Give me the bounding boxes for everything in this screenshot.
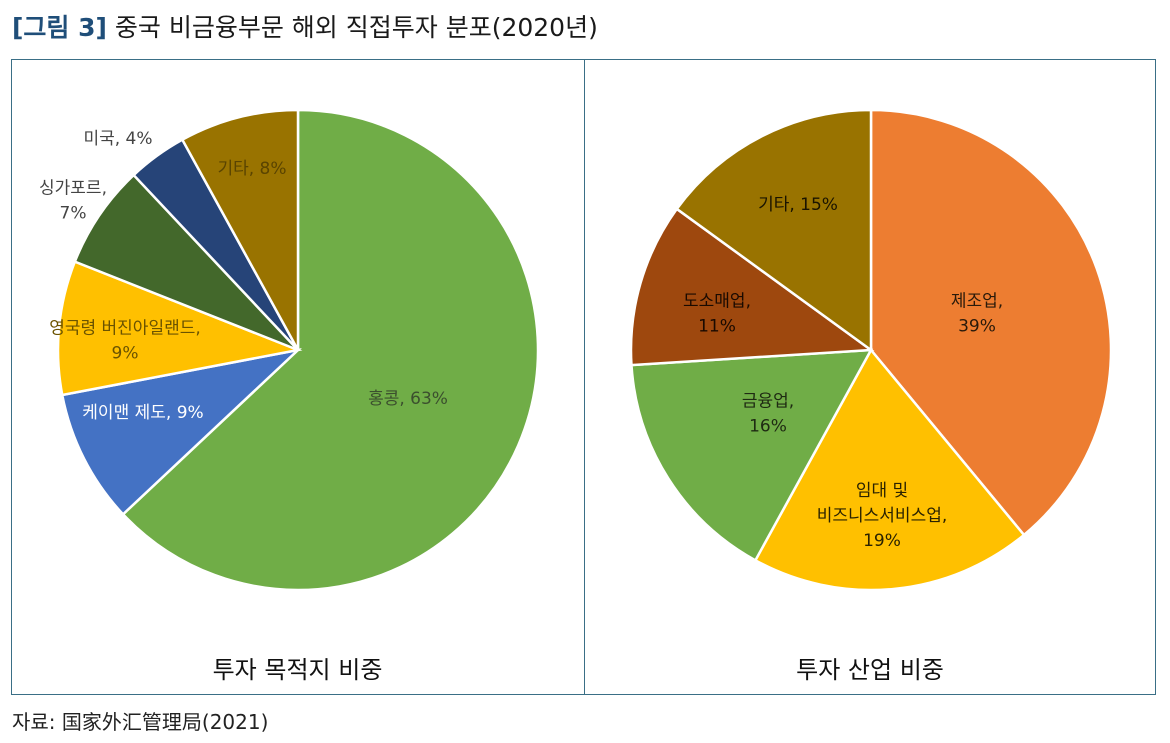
slice-label: 도소매업, 11% (683, 292, 751, 337)
pie-slice (753, 347, 1026, 592)
pie-slice (121, 108, 540, 592)
pie-chart-destination: 홍콩, 63% 케이맨 제도, 9% 영국령 버진아일랜드, 9% 싱가포르, 7% 미국,… (39, 108, 540, 592)
pie-slice (180, 108, 300, 351)
chart-caption-industry: 투자 산업 비중 (796, 656, 944, 684)
slice-label: 싱가포르, 7% (39, 179, 107, 224)
pie-slice (73, 173, 299, 352)
pie-slice (630, 348, 874, 563)
pie-slice (60, 347, 302, 517)
pie-slice (629, 207, 875, 367)
slice-label: 기타, 15% (758, 195, 838, 215)
slice-label: 홍콩, 63% (368, 389, 448, 409)
chart-caption-destination: 투자 목적지 비중 (212, 656, 383, 684)
pie-chart-industry: 제조업, 39% 임대 및 비즈니스서비스업, 19% 금융업, 16% 도소매업, 11% 기타… (629, 108, 1113, 592)
chart-divider (584, 59, 585, 695)
chart-frame (11, 59, 1156, 695)
source-note: 자료: 国家外汇管理局(2021) (12, 710, 269, 734)
slice-label: 영국령 버진아일랜드, 9% (49, 319, 201, 364)
slice-label: 케이맨 제도, 9% (82, 403, 203, 423)
slice-label: 임대 및 비즈니스서비스업, 19% (817, 481, 948, 551)
figure-title: [그림 3] 중국 비금융부문 해외 직접투자 분포(2020년) (12, 8, 598, 44)
slice-label: 금융업, 16% (742, 392, 794, 437)
pie-slice (869, 108, 1113, 537)
figure-title-text: 중국 비금융부문 해외 직접투자 분포(2020년) (114, 13, 598, 42)
slice-label: 제조업, 39% (951, 292, 1003, 337)
figure-number: [그림 3] (12, 13, 107, 42)
slice-label: 미국, 4% (83, 129, 152, 149)
pie-slice (56, 260, 303, 397)
slice-label: 기타, 8% (217, 159, 286, 179)
pie-slice (675, 108, 873, 353)
